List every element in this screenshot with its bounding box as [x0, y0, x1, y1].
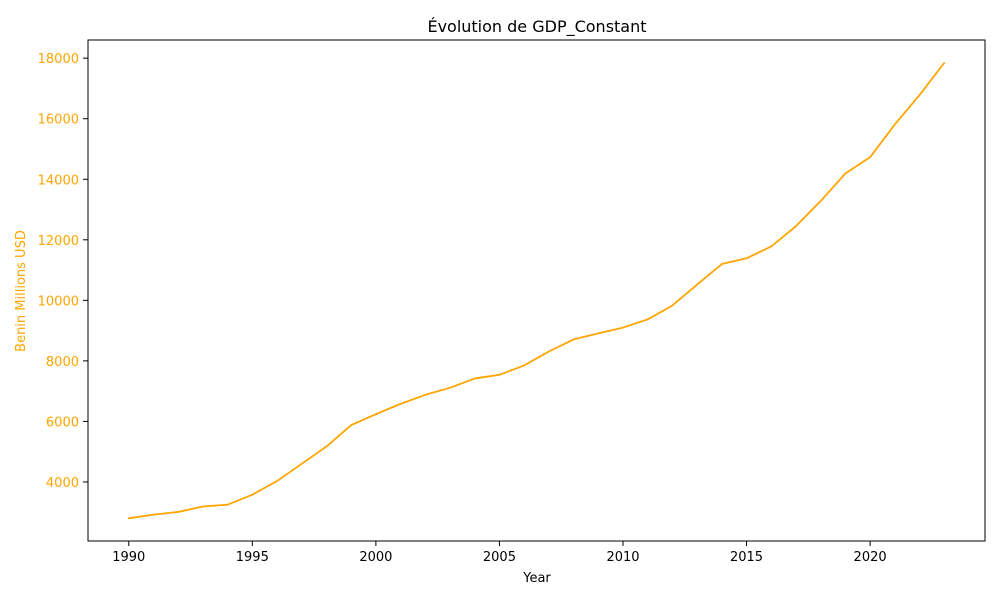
- y-tick-label: 4000: [46, 476, 79, 491]
- y-tick-label: 12000: [38, 234, 79, 249]
- plot-border: [87, 39, 986, 542]
- x-tick-label: 1995: [236, 550, 269, 565]
- x-tick-label: 2005: [483, 550, 516, 565]
- y-tick-label: 18000: [38, 52, 79, 67]
- y-tick-label: 14000: [38, 173, 79, 188]
- y-tick-label: 8000: [46, 355, 79, 370]
- x-tick-label: 2000: [359, 550, 392, 565]
- x-axis-ticks: 1990 1995 2000 2005 2010 2015 2020: [112, 541, 887, 565]
- series-layer: [127, 62, 946, 520]
- x-tick-label: 2010: [606, 550, 639, 565]
- plot-frame: [87, 39, 986, 542]
- x-axis-label: Year: [522, 571, 551, 586]
- y-tick-label: 16000: [38, 113, 79, 128]
- y-tick-label: 6000: [46, 415, 79, 430]
- series-line: [127, 62, 946, 520]
- y-axis-ticks: 4000 6000 8000 10000 12000 14000 16000 18000: [38, 52, 88, 491]
- x-tick-label: 2020: [854, 550, 887, 565]
- x-tick-label: 1990: [112, 550, 145, 565]
- chart-title: Évolution de GDP_Constant: [427, 17, 646, 37]
- y-axis-label: Benin Millions USD: [14, 230, 29, 352]
- y-tick-label: 10000: [38, 294, 79, 309]
- x-tick-label: 2015: [730, 550, 763, 565]
